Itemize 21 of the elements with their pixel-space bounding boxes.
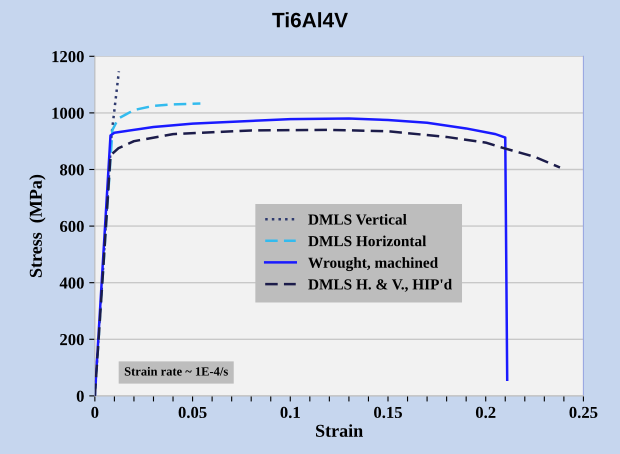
y-tick-label: 400 <box>60 277 84 289</box>
y-tick-label: 800 <box>60 164 84 176</box>
y-tick-label: 600 <box>60 220 84 232</box>
y-tick-label: 0 <box>76 390 84 402</box>
x-tick-label: 0 <box>91 406 98 418</box>
legend-label: Wrought, machined <box>308 257 438 272</box>
annotation: Strain rate ~ 1E-4/s <box>124 366 228 376</box>
y-tick-label: 1200 <box>52 50 84 62</box>
x-tick-label: 0.25 <box>569 406 598 418</box>
chart-title: Ti6Al4V <box>272 12 348 28</box>
x-tick-label: 0.05 <box>178 406 207 418</box>
legend-label: DMLS Horizontal <box>308 236 426 246</box>
x-tick-label: 0.1 <box>280 406 300 418</box>
y-tick-label: 1000 <box>52 108 84 119</box>
x-tick-label: 0.15 <box>374 406 402 418</box>
x-tick-label: 0.2 <box>476 406 496 418</box>
legend-label: DMLS H. & V., HIP'd <box>308 278 452 292</box>
x-axis-title: Strain <box>316 424 363 437</box>
y-tick-label: 200 <box>60 334 84 346</box>
legend-label: DMLS Vertical <box>308 214 407 225</box>
y-axis-title: Stress (MPa) <box>29 174 46 278</box>
